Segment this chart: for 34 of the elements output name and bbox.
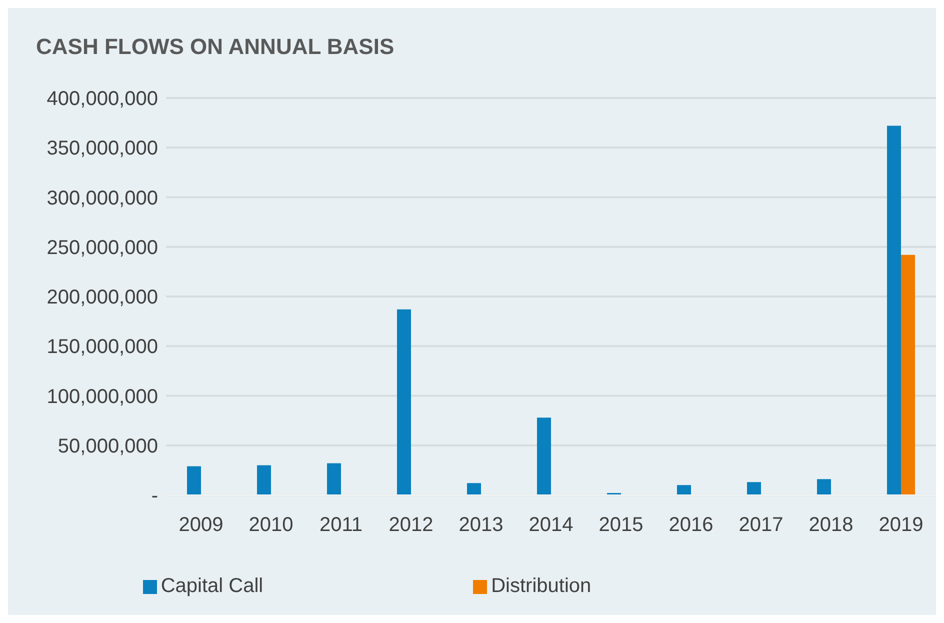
x-tick-label: 2012 [388, 514, 434, 536]
y-tick-label: 400,000,000 [46, 88, 158, 110]
bar [187, 466, 201, 495]
bar [537, 418, 551, 495]
y-tick-label: 50,000,000 [58, 435, 158, 458]
x-tick-label: 2010 [248, 514, 294, 536]
y-tick-label: 350,000,000 [46, 138, 158, 160]
x-tick-label: 2015 [598, 514, 644, 536]
bar [817, 479, 831, 495]
chart-title: CASH FLOWS ON ANNUAL BASIS [36, 34, 394, 60]
bar [677, 485, 691, 495]
x-tick-label: 2018 [808, 514, 854, 536]
legend-label: Capital Call [160, 575, 264, 597]
x-tick-label: 2014 [528, 514, 574, 536]
x-tick-label: 2009 [178, 514, 224, 536]
y-tick-label: 300,000,000 [46, 187, 158, 210]
x-tick-label: 2011 [319, 514, 363, 536]
x-tick-label: 2013 [458, 514, 504, 536]
bar [397, 309, 411, 495]
y-tick-label: 100,000,000 [46, 386, 158, 408]
y-tick-label: 250,000,000 [46, 236, 158, 259]
bar [327, 463, 341, 495]
y-tick-label: 150,000,000 [46, 336, 158, 358]
bar [887, 126, 901, 495]
bar [747, 482, 761, 495]
bar [901, 254, 915, 495]
y-tick-label: - [151, 485, 158, 508]
x-tick-label: 2017 [738, 514, 784, 536]
bar [467, 483, 481, 495]
legend-label: Distribution [491, 575, 592, 597]
x-tick-label: 2019 [878, 514, 924, 536]
y-tick-label: 200,000,000 [46, 286, 158, 309]
x-tick-label: 2016 [668, 514, 714, 536]
bar [257, 465, 271, 495]
